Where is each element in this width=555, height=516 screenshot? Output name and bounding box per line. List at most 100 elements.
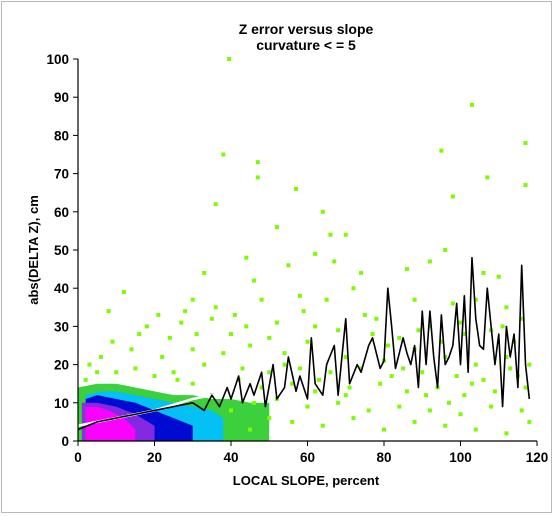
y-tick-label: 100 <box>46 52 69 67</box>
data-point-10 <box>450 194 455 199</box>
data-point-132 <box>301 309 306 314</box>
data-point-34 <box>297 293 302 298</box>
data-point-143 <box>424 393 429 398</box>
data-point-40 <box>473 297 478 302</box>
data-point-44 <box>167 335 172 340</box>
data-point-63 <box>343 354 348 359</box>
y-axis-title: abs(DELTA Z), cm <box>26 195 41 305</box>
data-point-19 <box>443 248 448 252</box>
data-point-115 <box>267 416 272 421</box>
data-point-85 <box>259 385 264 390</box>
data-point-133 <box>336 328 341 333</box>
data-point-76 <box>297 366 302 371</box>
data-point-1 <box>221 152 226 157</box>
data-point-2 <box>255 160 260 165</box>
mean-line <box>77 256 531 431</box>
data-point-9 <box>439 148 444 153</box>
y-tick-label: 20 <box>54 358 69 373</box>
data-point-128 <box>229 332 233 337</box>
data-point-119 <box>175 377 180 382</box>
density-layer <box>78 383 270 441</box>
data-point-67 <box>473 362 478 367</box>
data-point-41 <box>504 305 509 310</box>
data-point-4 <box>213 202 218 207</box>
data-point-5 <box>294 186 299 191</box>
data-point-8 <box>320 209 325 214</box>
data-point-6 <box>328 232 333 237</box>
data-point-46 <box>232 312 237 317</box>
y-tick-label: 50 <box>54 243 69 258</box>
y-tick-label: 10 <box>54 396 69 411</box>
x-tick-label: 120 <box>526 450 549 465</box>
data-point-137 <box>439 339 444 344</box>
data-point-45 <box>194 332 199 337</box>
data-point-82 <box>481 377 486 382</box>
data-point-42 <box>519 316 524 321</box>
data-point-89 <box>378 381 383 386</box>
axes: 0 20 40 60 80 100 120 0 10 20 30 40 50 60 70 80 90 100 <box>46 52 548 465</box>
data-point-72 <box>171 370 176 375</box>
y-tick-label: 30 <box>54 319 69 334</box>
x-tick-label: 60 <box>300 450 315 465</box>
data-point-109 <box>412 419 417 424</box>
data-point-68 <box>504 354 509 359</box>
data-point-87 <box>316 377 321 382</box>
data-point-58 <box>190 347 195 352</box>
data-point-27 <box>286 263 291 268</box>
data-point-12 <box>523 141 528 146</box>
data-point-71 <box>133 366 138 371</box>
data-point-24 <box>202 270 207 275</box>
data-point-31 <box>183 309 188 314</box>
data-point-36 <box>351 286 356 291</box>
data-point-17 <box>244 255 249 260</box>
data-point-26 <box>251 278 256 283</box>
data-point-25 <box>190 297 195 302</box>
data-point-108 <box>382 427 386 432</box>
data-point-122 <box>83 377 88 382</box>
x-tick-label: 20 <box>147 450 162 465</box>
y-tick-label: 0 <box>61 434 69 449</box>
data-point-141 <box>469 381 474 386</box>
data-point-0 <box>227 57 232 61</box>
data-point-39 <box>450 301 455 306</box>
data-point-142 <box>447 400 452 405</box>
data-point-134 <box>362 312 367 317</box>
x-tick-label: 100 <box>449 450 472 465</box>
data-point-92 <box>462 393 467 398</box>
data-point-99 <box>366 408 371 413</box>
y-tick-label: 80 <box>54 128 69 143</box>
x-tick-label: 0 <box>74 450 82 465</box>
data-point-113 <box>527 419 532 424</box>
data-point-78 <box>359 366 364 371</box>
data-point-69 <box>527 362 532 367</box>
density-region-peak <box>85 406 136 441</box>
data-point-147 <box>282 362 287 367</box>
trend-lines <box>77 256 531 431</box>
data-point-43 <box>144 324 149 329</box>
data-point-29 <box>106 309 111 314</box>
data-point-47 <box>274 320 279 325</box>
data-point-130 <box>244 324 249 329</box>
data-point-107 <box>351 416 356 421</box>
data-point-105 <box>290 419 295 424</box>
data-point-131 <box>267 335 272 340</box>
data-point-49 <box>370 332 375 337</box>
y-axis-ticks: 0 10 20 30 40 50 60 70 80 90 100 <box>46 52 78 449</box>
data-point-102 <box>458 412 463 417</box>
data-point-75 <box>267 370 272 375</box>
data-point-126 <box>156 312 161 317</box>
data-point-94 <box>523 385 528 390</box>
data-point-123 <box>87 362 92 367</box>
data-point-97 <box>305 404 310 409</box>
data-point-30 <box>121 290 126 295</box>
data-point-7 <box>343 232 348 237</box>
data-point-138 <box>458 320 463 325</box>
data-point-35 <box>324 297 329 302</box>
data-point-146 <box>313 389 318 394</box>
data-point-33 <box>259 297 264 302</box>
data-point-116 <box>229 408 233 413</box>
x-axis-ticks: 0 20 40 60 80 100 120 <box>74 441 548 465</box>
data-point-144 <box>401 366 406 371</box>
data-point-81 <box>454 374 459 379</box>
